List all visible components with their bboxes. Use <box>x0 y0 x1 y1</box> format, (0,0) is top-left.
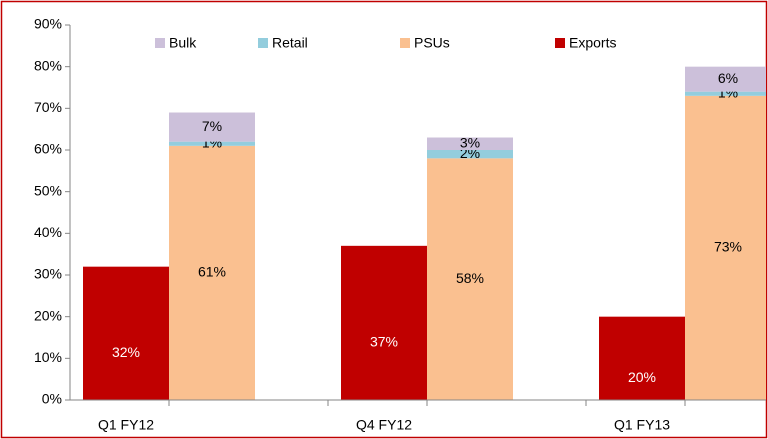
y-tick-label: 20% <box>34 307 62 323</box>
bar-segment <box>685 66 766 92</box>
bar-segment <box>169 112 255 142</box>
bar <box>83 266 169 400</box>
legend-label: Exports <box>569 35 616 51</box>
plot-area: 0%10%20%30%40%50%60%70%80%90%32%61%1%7%Q… <box>34 16 766 433</box>
legend-swatch <box>258 38 268 48</box>
bar-segment <box>427 137 513 150</box>
bar-segment <box>169 141 255 146</box>
data-label: 7% <box>202 118 222 134</box>
y-tick-label: 40% <box>34 224 62 240</box>
data-label: 37% <box>370 334 398 350</box>
data-label: 58% <box>456 270 484 286</box>
data-label: 20% <box>628 369 656 385</box>
x-tick-label: Q4 FY12 <box>356 417 412 433</box>
data-label: 73% <box>714 239 742 255</box>
legend-swatch <box>400 38 410 48</box>
y-tick-label: 60% <box>34 141 62 157</box>
y-tick-label: 30% <box>34 266 62 282</box>
legend-swatch <box>555 38 565 48</box>
y-tick-label: 70% <box>34 99 62 115</box>
x-tick-label: Q1 FY12 <box>98 417 154 433</box>
bar-segment <box>685 95 766 400</box>
legend-swatch <box>155 38 165 48</box>
bar-segment <box>427 158 513 400</box>
data-label: 6% <box>718 70 738 86</box>
bar <box>341 245 427 400</box>
x-tick-label: Q1 FY13 <box>614 417 670 433</box>
legend-label: Retail <box>272 35 308 51</box>
data-label: 32% <box>112 344 140 360</box>
legend-label: Bulk <box>169 35 197 51</box>
y-tick-label: 10% <box>34 349 62 365</box>
bar-segment <box>427 150 513 159</box>
bar <box>599 316 685 400</box>
y-tick-label: 0% <box>42 391 62 407</box>
bar-segment <box>685 91 766 96</box>
y-tick-label: 90% <box>34 16 62 32</box>
y-tick-label: 50% <box>34 182 62 198</box>
bar-segment <box>169 145 255 400</box>
data-label: 61% <box>198 264 226 280</box>
legend-label: PSUs <box>414 35 450 51</box>
data-label: 3% <box>460 134 480 150</box>
y-tick-label: 80% <box>34 57 62 73</box>
